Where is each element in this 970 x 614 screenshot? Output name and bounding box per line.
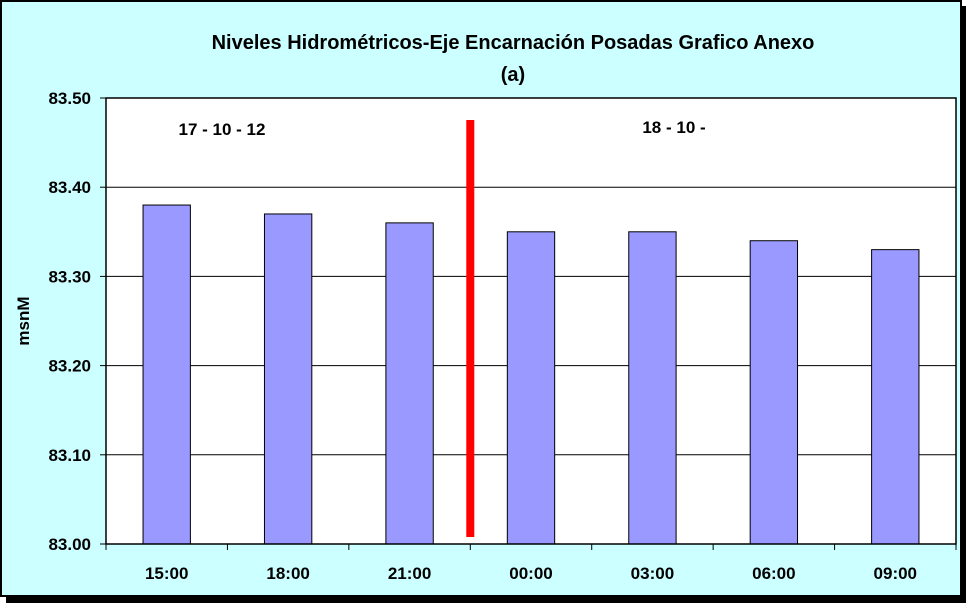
x-tick-label: 18:00 <box>266 564 309 583</box>
bar-0300 <box>628 231 677 545</box>
y-tick-label: 83.30 <box>48 267 91 286</box>
bar-0000 <box>506 231 556 545</box>
y-axis-label: msnM <box>14 296 33 345</box>
annotation-date-1: 17 - 10 - 12 <box>179 120 266 139</box>
x-tick-label: 21:00 <box>388 564 431 583</box>
x-tick-label: 15:00 <box>145 564 188 583</box>
x-tick-label: 03:00 <box>631 564 674 583</box>
plot-border <box>105 97 957 545</box>
bar-1500 <box>142 204 191 545</box>
x-tick-label: 09:00 <box>874 564 917 583</box>
bar-0600 <box>749 240 799 545</box>
x-ticks: 15:00 18:00 21:00 00:00 03:00 06:00 09:00 <box>105 544 957 583</box>
x-tick-label: 00:00 <box>509 564 552 583</box>
bars <box>142 204 920 545</box>
bar-0900 <box>871 249 920 545</box>
bar-1800 <box>263 213 313 545</box>
chart-title: Niveles Hidrométricos-Eje Encarnación Po… <box>212 32 815 54</box>
x-tick-label: 06:00 <box>752 564 795 583</box>
y-ticks: 83.00 83.10 83.20 83.30 83.40 83.50 <box>48 89 106 554</box>
y-tick-label: 83.20 <box>48 357 91 376</box>
y-tick-label: 83.00 <box>48 535 91 554</box>
y-tick-label: 83.40 <box>48 178 91 197</box>
annotation-date-2: 18 - 10 - <box>642 118 705 137</box>
bar-2100 <box>385 222 434 545</box>
y-tick-label: 83.50 <box>48 89 91 108</box>
y-tick-label: 83.10 <box>48 446 91 465</box>
chart-subtitle: (a) <box>501 64 525 86</box>
